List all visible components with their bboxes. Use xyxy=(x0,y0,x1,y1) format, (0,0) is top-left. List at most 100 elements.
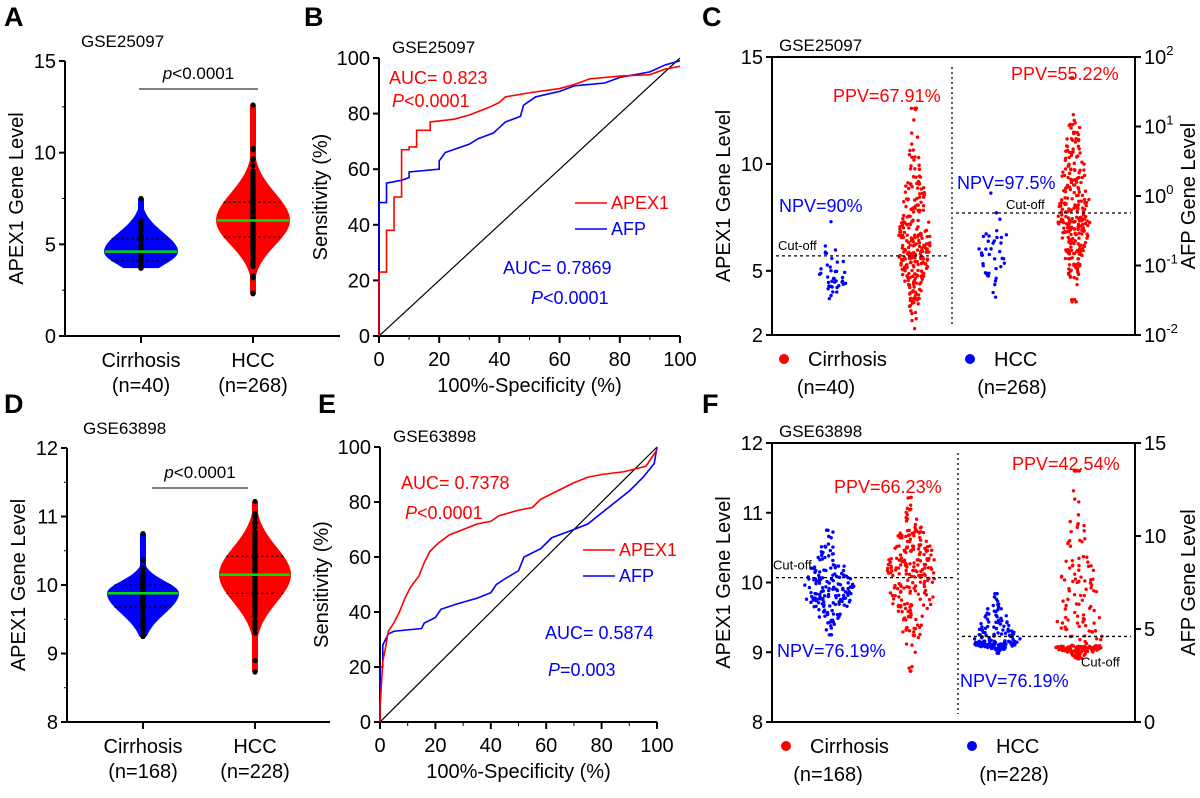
data-point xyxy=(1066,646,1070,650)
data-point xyxy=(998,249,1002,254)
legend-label: AFP xyxy=(619,566,654,586)
data-point xyxy=(1076,257,1081,261)
data-point xyxy=(825,263,829,267)
y-axis-label-right: AFP Gene Level xyxy=(1178,509,1200,655)
data-point xyxy=(1066,540,1071,545)
data-point xyxy=(826,554,831,558)
data-point xyxy=(1060,648,1065,653)
data-point xyxy=(903,257,908,261)
panel-e-roc: 0 20 40 60 80 100 0 20 40 60 80 100 100%-Specificity… xyxy=(311,427,677,783)
data-point xyxy=(897,595,901,599)
data-point xyxy=(918,232,922,236)
data-point xyxy=(138,228,144,235)
data-point xyxy=(250,232,256,238)
data-point xyxy=(905,274,909,278)
data-point xyxy=(1073,239,1077,243)
data-point xyxy=(822,608,827,612)
data-point xyxy=(250,260,256,266)
data-point xyxy=(999,235,1004,240)
data-point xyxy=(824,585,828,589)
data-point xyxy=(901,199,906,204)
data-point xyxy=(915,569,919,574)
data-point xyxy=(1075,282,1079,287)
data-point xyxy=(1063,256,1068,261)
data-point xyxy=(1001,628,1005,632)
data-point xyxy=(250,198,256,204)
data-point xyxy=(918,538,923,542)
data-point xyxy=(1077,644,1081,649)
data-point xyxy=(1064,222,1069,226)
dataset-title: GSE63898 xyxy=(779,422,862,441)
data-point xyxy=(913,167,917,171)
data-point xyxy=(924,262,928,266)
data-point xyxy=(1078,243,1082,248)
data-point xyxy=(1087,220,1092,225)
data-point xyxy=(902,616,907,620)
data-point xyxy=(1072,593,1077,597)
data-point xyxy=(1066,271,1071,275)
p-symbol: P xyxy=(531,288,543,308)
data-point xyxy=(904,204,908,209)
data-point xyxy=(999,632,1004,636)
data-point xyxy=(252,669,258,675)
data-point xyxy=(887,558,891,562)
data-point xyxy=(1077,568,1081,572)
x-tick-label: 60 xyxy=(548,349,570,371)
data-point xyxy=(996,602,1000,607)
data-point xyxy=(911,244,916,248)
data-point xyxy=(979,621,983,626)
data-point xyxy=(252,540,258,546)
data-point xyxy=(138,242,144,248)
data-point xyxy=(918,175,923,179)
roc-curve-afp xyxy=(379,446,658,722)
data-point xyxy=(1078,168,1082,173)
data-point xyxy=(916,547,921,551)
data-point xyxy=(252,558,258,564)
data-point xyxy=(826,594,831,598)
y-axis-label: APEX1 Gene Level xyxy=(713,496,735,668)
y-tick-label: 10 xyxy=(34,143,56,165)
data-point xyxy=(905,222,909,227)
data-point xyxy=(987,638,992,643)
x-tick-label: 100 xyxy=(640,735,673,757)
x-tick-label: 40 xyxy=(488,349,510,371)
data-point xyxy=(918,632,922,637)
y-tick-label-right: 10-1 xyxy=(1144,252,1178,278)
y-tick-label: 9 xyxy=(47,644,58,666)
y-tick-label: 15 xyxy=(34,51,56,73)
data-point xyxy=(904,642,909,646)
data-point xyxy=(1078,651,1082,655)
data-point xyxy=(925,544,930,549)
data-point xyxy=(1061,170,1065,174)
data-point xyxy=(911,568,915,573)
data-point xyxy=(823,555,827,560)
panel-letter-e: E xyxy=(318,389,336,419)
data-point xyxy=(820,576,825,580)
data-point xyxy=(902,586,906,590)
data-point xyxy=(1092,621,1096,625)
data-point xyxy=(912,118,916,122)
data-point xyxy=(1072,161,1076,166)
data-point xyxy=(1066,164,1070,168)
data-point xyxy=(994,620,998,624)
data-point xyxy=(841,568,846,573)
data-point xyxy=(1067,566,1072,570)
data-point xyxy=(911,148,916,152)
data-point xyxy=(138,256,144,263)
tick-exponent: 1 xyxy=(1166,113,1173,128)
data-point xyxy=(896,604,901,609)
data-point xyxy=(910,220,914,224)
data-point xyxy=(845,591,850,595)
data-point xyxy=(1067,263,1072,267)
data-point xyxy=(829,219,833,224)
y-axis-label: Sensitivity (%) xyxy=(310,134,332,261)
p-symbol: p xyxy=(163,463,173,482)
data-point xyxy=(828,265,832,269)
data-point xyxy=(1059,644,1063,648)
data-point xyxy=(1071,178,1076,182)
data-point xyxy=(921,603,926,607)
data-point xyxy=(915,235,920,239)
data-point xyxy=(1018,637,1022,641)
data-point xyxy=(1075,621,1080,625)
data-point xyxy=(916,268,920,273)
